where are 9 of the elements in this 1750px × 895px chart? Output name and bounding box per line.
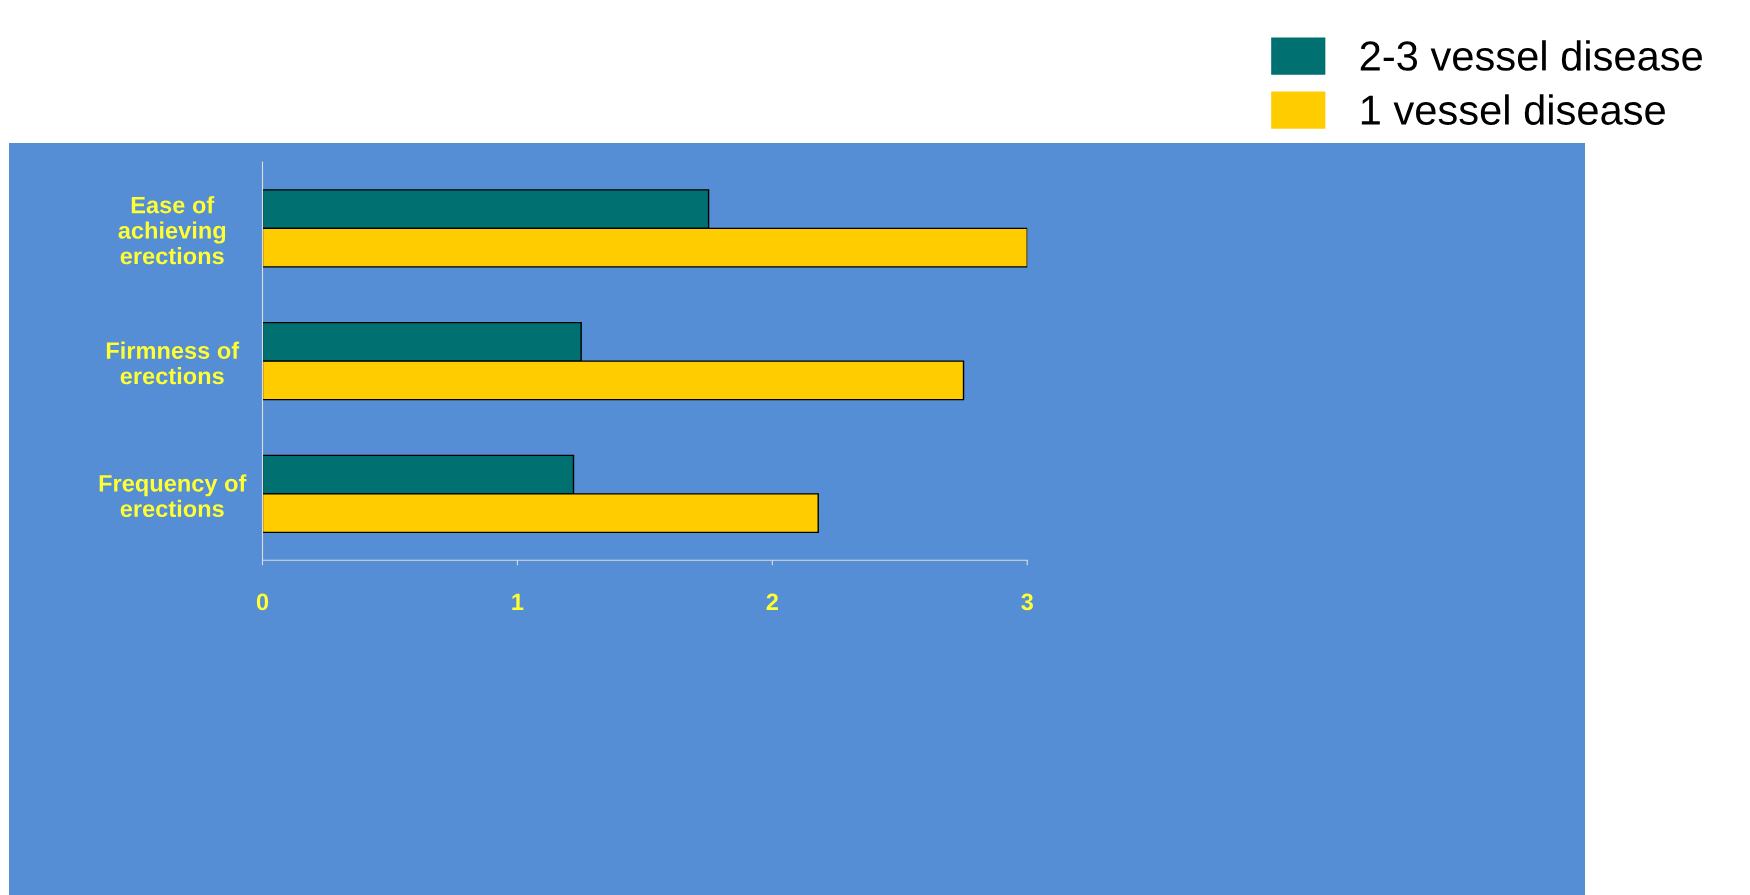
x-tick-label: 3 — [1021, 593, 1033, 611]
y-tick-label: Frequency of erections — [99, 474, 247, 518]
x-tick-label: 0 — [256, 593, 269, 611]
x-tick-label: 1 — [512, 593, 524, 611]
y-tick-label: Firmness of erections — [106, 341, 240, 385]
legend-label: 1 vessel disease — [1361, 94, 1665, 125]
y-tick-label: Ease of achieving erections — [118, 196, 226, 265]
x-tick-label: 2 — [766, 593, 778, 611]
legend-label: 2-3 vessel disease — [1360, 40, 1702, 71]
